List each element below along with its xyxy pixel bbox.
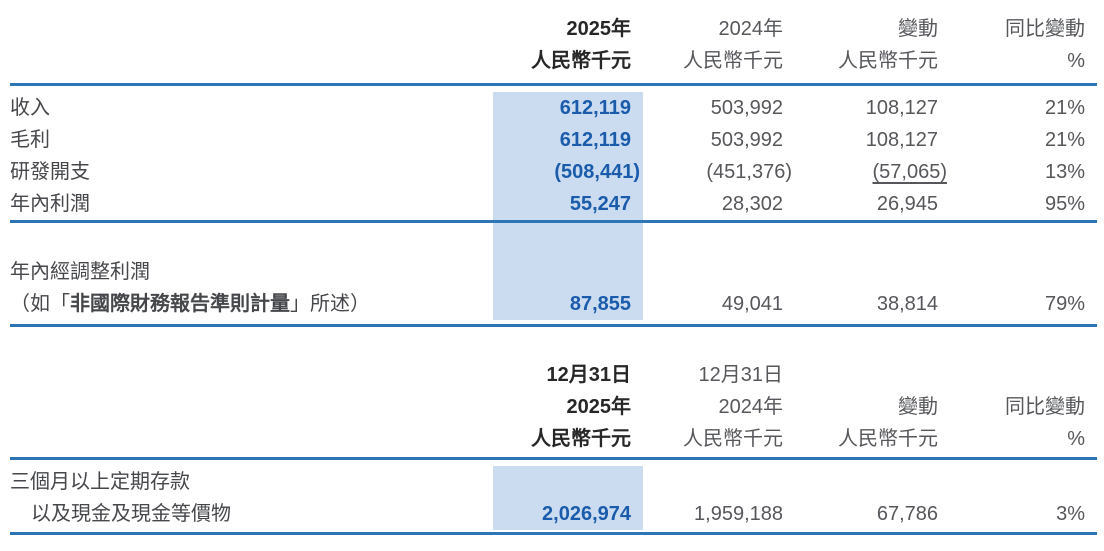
col-header-change-unit: 人民幣千元 xyxy=(838,428,938,450)
row-label: 毛利 xyxy=(10,129,50,151)
spacer-cell xyxy=(795,223,950,256)
col-header-2024: 12月31日 2024年 人民幣千元 xyxy=(643,359,795,455)
table-row-deposits-and-cash: 三個月以上定期存款 以及現金及現金等價物 2,026,974 1,959,188… xyxy=(10,460,1097,535)
value-change: 108,127 xyxy=(865,97,938,119)
value-change: 108,127 xyxy=(865,129,938,151)
table2-header-row: 12月31日 2025年 人民幣千元 12月31日 2024年 人民幣千元 變動… xyxy=(10,327,1097,460)
value-2024: (451,376) xyxy=(643,156,795,188)
paren-value: (451,376) xyxy=(706,161,792,183)
value-2024: 503,992 xyxy=(710,97,783,119)
value-yoy: 79% xyxy=(1044,293,1085,315)
col-header-2025: 2025年 人民幣千元 xyxy=(493,13,643,77)
value-2025: 87,855 xyxy=(493,256,643,320)
header-label-spacer xyxy=(10,359,493,455)
spacer-cell xyxy=(950,223,1097,256)
value-yoy: 3% xyxy=(1056,503,1085,525)
value-2024: 503,992 xyxy=(710,129,783,151)
col-header-2025: 12月31日 2025年 人民幣千元 xyxy=(493,359,643,455)
deposits-label-line1: 三個月以上定期存款 xyxy=(10,471,190,493)
value-2024: 49,041 xyxy=(721,293,783,315)
col-header-change: 變動 人民幣千元 xyxy=(795,13,950,77)
col-header-yoy-title: 同比變動 xyxy=(1005,396,1085,418)
value-2025: (508,441) xyxy=(493,156,643,188)
col-header-2025-year: 2025年 xyxy=(566,18,632,40)
col-header-change: 變動 人民幣千元 xyxy=(795,359,950,455)
row-label: 收入 xyxy=(10,97,50,119)
table-row-rd-expenses: 研發開支 (508,441) (451,376) (57,065) 13% xyxy=(10,156,1097,188)
value-yoy: 21% xyxy=(1044,129,1085,151)
table1-body: 收入 612,119 503,992 108,127 21% 毛利 612,11… xyxy=(10,86,1097,220)
col-header-2024-year: 2024年 xyxy=(718,18,784,40)
col-header-change-unit: 人民幣千元 xyxy=(838,50,938,72)
col-header-2024-unit: 人民幣千元 xyxy=(683,428,783,450)
row-label-adjusted-profit: 年內經調整利潤 （如「非國際財務報告準則計量」所述） xyxy=(10,256,493,320)
value-change: 38,814 xyxy=(876,293,938,315)
row-label: 年內利潤 xyxy=(10,193,90,215)
spacer-cell xyxy=(643,223,795,256)
non-ifrs-measure-bold: 非國際財務報告準則計量 xyxy=(70,293,290,315)
adjusted-profit-label-line2: （如「非國際財務報告準則計量」所述） xyxy=(10,288,493,320)
deposits-label-line2: 以及現金及現金等價物 xyxy=(31,503,231,525)
table-row-profit-for-year: 年內利潤 55,247 28,302 26,945 95% xyxy=(10,188,1097,220)
spacer-highlight-cell xyxy=(493,223,643,256)
value-2025: 612,119 xyxy=(493,124,643,156)
col-header-2025-unit: 人民幣千元 xyxy=(531,50,631,72)
col-header-2025-date: 12月31日 xyxy=(546,364,632,386)
value-yoy: 95% xyxy=(1044,193,1085,215)
value-2025: 55,247 xyxy=(493,188,643,220)
value-2024: 1,959,188 xyxy=(694,503,783,525)
col-header-2024: 2024年 人民幣千元 xyxy=(643,13,795,77)
row-label-deposits-and-cash: 三個月以上定期存款 以及現金及現金等價物 xyxy=(10,466,493,530)
col-header-2024-year: 2024年 xyxy=(718,396,784,418)
col-header-change-title: 變動 xyxy=(898,396,938,418)
paren-value: (508,441) xyxy=(554,161,640,183)
col-header-change-title: 變動 xyxy=(898,18,938,40)
col-header-yoy-title: 同比變動 xyxy=(1005,18,1085,40)
underlined-paren-value: (57,065) xyxy=(872,161,948,183)
col-header-yoy-unit: % xyxy=(1067,428,1085,450)
col-header-2024-unit: 人民幣千元 xyxy=(683,50,783,72)
col-header-2025-unit: 人民幣千元 xyxy=(531,428,631,450)
table-row-revenue: 收入 612,119 503,992 108,127 21% xyxy=(10,92,1097,124)
label-suffix: 」所述） xyxy=(290,293,370,315)
value-change: (57,065) xyxy=(795,156,950,188)
label-prefix: （如「 xyxy=(10,293,70,315)
col-header-yoy: 同比變動 % xyxy=(950,13,1097,77)
col-header-yoy: 同比變動 % xyxy=(950,359,1097,455)
col-header-yoy-unit: % xyxy=(1067,50,1085,72)
value-2025: 2,026,974 xyxy=(493,466,643,530)
value-yoy: 21% xyxy=(1044,97,1085,119)
col-header-2024-date: 12月31日 xyxy=(698,364,784,386)
table1-header-row: 2025年 人民幣千元 2024年 人民幣千元 變動 人民幣千元 同比變動 % xyxy=(10,0,1097,86)
income-summary-table: 2025年 人民幣千元 2024年 人民幣千元 變動 人民幣千元 同比變動 % … xyxy=(10,0,1097,327)
value-yoy: 13% xyxy=(1044,161,1085,183)
header-label-spacer xyxy=(10,13,493,77)
table-row-adjusted-profit: 年內經調整利潤 （如「非國際財務報告準則計量」所述） 87,855 49,041… xyxy=(10,256,1097,327)
adjusted-profit-label-line1: 年內經調整利潤 xyxy=(10,261,150,283)
row-label: 研發開支 xyxy=(10,161,90,183)
cash-position-table: 12月31日 2025年 人民幣千元 12月31日 2024年 人民幣千元 變動… xyxy=(10,327,1097,535)
table-row-gross-profit: 毛利 612,119 503,992 108,127 21% xyxy=(10,124,1097,156)
spacer-cell xyxy=(10,223,493,256)
value-2025: 612,119 xyxy=(493,92,643,124)
value-change: 26,945 xyxy=(876,193,938,215)
col-header-2025-year: 2025年 xyxy=(566,396,632,418)
value-change: 67,786 xyxy=(876,503,938,525)
table1-spacer-row xyxy=(10,220,1097,256)
value-2024: 28,302 xyxy=(721,193,783,215)
